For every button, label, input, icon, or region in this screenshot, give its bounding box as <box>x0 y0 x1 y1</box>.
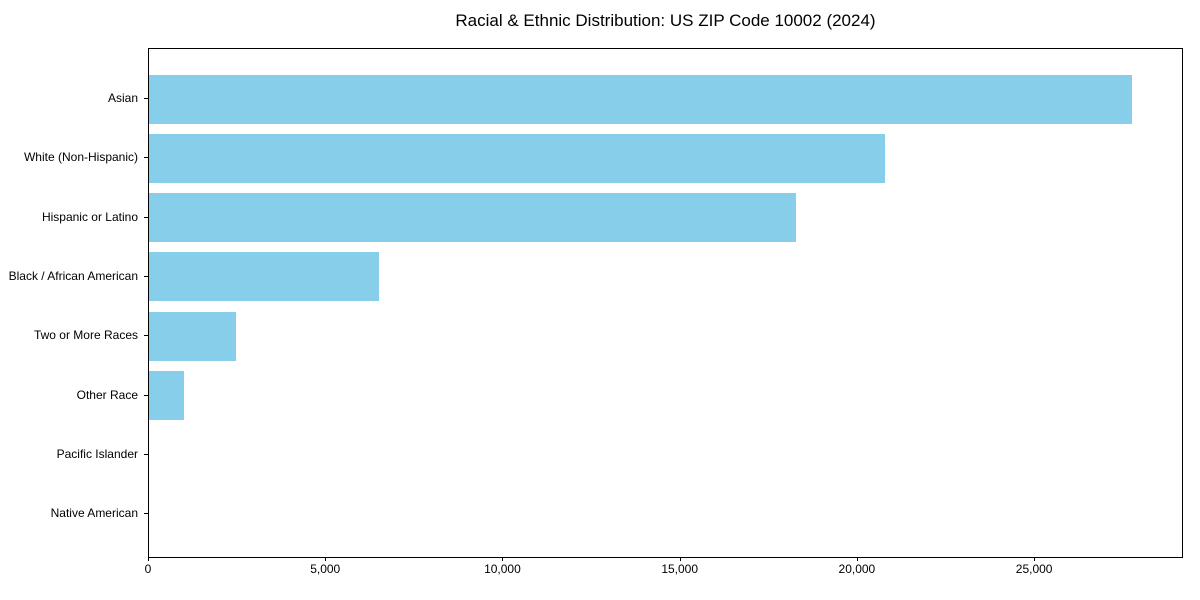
y-tick-mark <box>144 157 148 159</box>
y-tick-mark <box>144 453 148 455</box>
x-tick-mark <box>679 557 681 561</box>
y-tick-mark <box>144 98 148 99</box>
y-tick-label: Native American <box>50 506 138 521</box>
y-tick-label: Pacific Islander <box>56 446 138 461</box>
bar <box>149 133 885 183</box>
y-tick-label: White (Non-Hispanic) <box>23 150 138 165</box>
x-tick-mark <box>148 557 149 561</box>
x-tick-label: 5,000 <box>310 562 341 576</box>
x-tick-mark <box>325 557 327 561</box>
y-tick-mark <box>144 216 148 218</box>
x-tick-mark <box>502 557 504 561</box>
y-tick-mark <box>144 275 148 277</box>
x-tick-label: 0 <box>144 562 152 576</box>
x-tick-mark <box>1034 557 1036 561</box>
plot-area <box>148 48 1183 558</box>
x-tick-label: 20,000 <box>838 562 876 576</box>
bar <box>149 74 1133 124</box>
bar <box>149 193 797 243</box>
y-tick-label: Black / African American <box>8 268 138 283</box>
bar <box>149 252 379 302</box>
y-tick-mark <box>144 394 148 396</box>
y-tick-label: Asian <box>107 91 138 105</box>
y-tick-mark <box>144 513 148 515</box>
x-tick-label: 10,000 <box>484 562 521 576</box>
bar <box>149 371 184 420</box>
chart-title: Racial & Ethnic Distribution: US ZIP Cod… <box>455 11 876 30</box>
y-tick-label: Two or More Races <box>33 328 138 343</box>
x-tick-mark <box>856 557 858 561</box>
y-tick-label: Hispanic or Latino <box>41 209 138 224</box>
x-tick-label: 25,000 <box>1015 562 1053 576</box>
x-tick-label: 15,000 <box>661 562 699 576</box>
y-tick-mark <box>144 335 148 337</box>
y-tick-label: Other Race <box>76 387 138 402</box>
bar <box>149 311 236 361</box>
